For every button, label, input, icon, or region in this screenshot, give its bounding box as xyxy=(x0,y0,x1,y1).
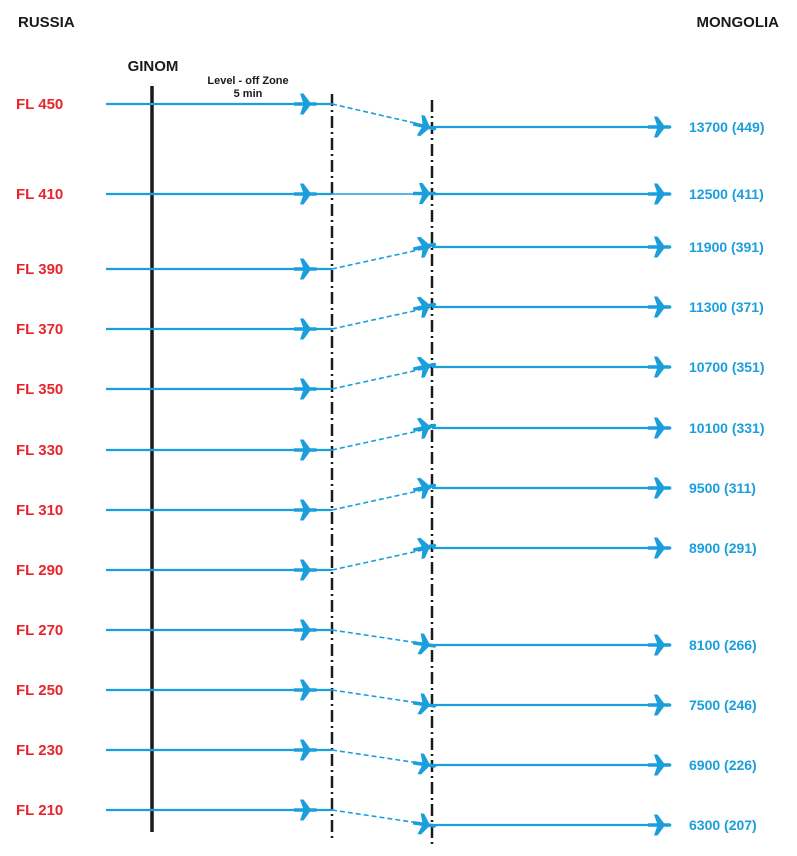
flight-level-row: FL 210 6300 (207) xyxy=(16,799,757,836)
airplane-icon xyxy=(412,296,437,319)
russia-flight-level-label: FL 270 xyxy=(16,622,63,639)
airplane-icon xyxy=(648,537,672,559)
transition-track-line xyxy=(331,427,433,451)
airplane-icon xyxy=(648,296,672,318)
russia-flight-level-label: FL 350 xyxy=(16,381,63,398)
transition-track-line xyxy=(331,246,433,270)
transition-track-line xyxy=(331,366,433,390)
mongolia-altitude-label: 6900 (226) xyxy=(689,757,757,773)
airplane-icon xyxy=(294,679,318,701)
airplane-icon xyxy=(294,439,318,461)
airplane-icon xyxy=(412,633,437,655)
flight-level-row: FL 450 13700 (449) xyxy=(16,93,765,138)
flight-level-row: FL 230 6900 (226) xyxy=(16,739,757,776)
flight-level-row: FL 330 10100 (331) xyxy=(16,417,765,461)
ginom-fix-label: GINOM xyxy=(128,58,179,75)
russia-flight-level-label: FL 410 xyxy=(16,186,63,203)
mongolia-header: MONGOLIA xyxy=(697,14,780,31)
transition-track-line xyxy=(331,547,433,571)
mongolia-altitude-label: 8100 (266) xyxy=(689,637,757,653)
airplane-icon xyxy=(294,799,318,821)
flight-level-row: FL 310 9500 (311) xyxy=(16,477,756,521)
russia-flight-level-label: FL 230 xyxy=(16,742,63,759)
airplane-icon xyxy=(412,477,437,500)
airplane-icon xyxy=(294,739,318,761)
airplane-icon xyxy=(294,183,318,205)
russia-header: RUSSIA xyxy=(18,14,75,31)
airplane-icon xyxy=(648,236,672,258)
mongolia-altitude-label: 12500 (411) xyxy=(689,186,764,202)
mongolia-altitude-label: 7500 (246) xyxy=(689,697,757,713)
mongolia-altitude-label: 8900 (291) xyxy=(689,540,757,556)
flight-level-rows: FL 450 13700 (449) FL 410 12500 (411) FL 390… xyxy=(16,93,765,836)
airplane-icon xyxy=(413,183,437,204)
flight-level-row: FL 350 10700 (351) xyxy=(16,356,765,400)
airplane-icon xyxy=(294,619,318,641)
russia-flight-level-label: FL 310 xyxy=(16,502,63,519)
flight-level-row: FL 290 8900 (291) xyxy=(16,537,757,581)
mongolia-altitude-label: 6300 (207) xyxy=(689,817,757,833)
airplane-icon xyxy=(412,813,437,835)
airplane-icon xyxy=(412,236,437,259)
airplane-icon xyxy=(412,356,437,379)
airplane-icon xyxy=(294,559,318,581)
flight-level-row: FL 390 11900 (391) xyxy=(16,236,764,280)
airplane-icon xyxy=(294,378,318,400)
transition-track-line xyxy=(331,103,433,128)
airplane-icon xyxy=(648,477,672,499)
russia-flight-level-label: FL 250 xyxy=(16,682,63,699)
level-off-zone-label: Level - off Zone xyxy=(207,75,288,87)
transition-track-line xyxy=(331,306,433,330)
russia-flight-level-label: FL 330 xyxy=(16,442,63,459)
mongolia-altitude-label: 10700 (351) xyxy=(689,359,765,375)
airplane-icon xyxy=(294,258,318,280)
airplane-icon xyxy=(412,693,437,715)
mongolia-altitude-label: 13700 (449) xyxy=(689,119,765,135)
flight-level-row: FL 370 11300 (371) xyxy=(16,296,764,340)
transition-track-line xyxy=(331,487,433,511)
airplane-icon xyxy=(412,753,437,775)
airplane-icon xyxy=(648,694,672,716)
russia-flight-level-label: FL 450 xyxy=(16,96,63,113)
airplane-icon xyxy=(648,183,672,205)
airplane-icon xyxy=(294,318,318,340)
flight-level-row: FL 410 12500 (411) xyxy=(16,183,764,205)
airplane-icon xyxy=(294,93,318,115)
russia-flight-level-label: FL 210 xyxy=(16,802,63,819)
flight-level-row: FL 270 8100 (266) xyxy=(16,619,757,656)
russia-flight-level-label: FL 370 xyxy=(16,321,63,338)
russia-flight-level-label: FL 390 xyxy=(16,261,63,278)
airplane-icon xyxy=(648,814,672,836)
airplane-icon xyxy=(648,417,672,439)
airplane-icon xyxy=(648,116,672,138)
airplane-icon xyxy=(412,537,437,560)
airplane-icon xyxy=(412,114,437,137)
airplane-icon xyxy=(648,356,672,378)
flight-level-row: FL 250 7500 (246) xyxy=(16,679,757,716)
mongolia-altitude-label: 11300 (371) xyxy=(689,299,764,315)
airplane-icon xyxy=(648,634,672,656)
mongolia-altitude-label: 10100 (331) xyxy=(689,420,765,436)
airplane-icon xyxy=(294,499,318,521)
level-off-zone-duration: 5 min xyxy=(234,88,263,100)
mongolia-altitude-label: 9500 (311) xyxy=(689,480,756,496)
mongolia-altitude-label: 11900 (391) xyxy=(689,239,764,255)
airplane-icon xyxy=(412,417,437,440)
airplane-icon xyxy=(648,754,672,776)
russia-flight-level-label: FL 290 xyxy=(16,562,63,579)
